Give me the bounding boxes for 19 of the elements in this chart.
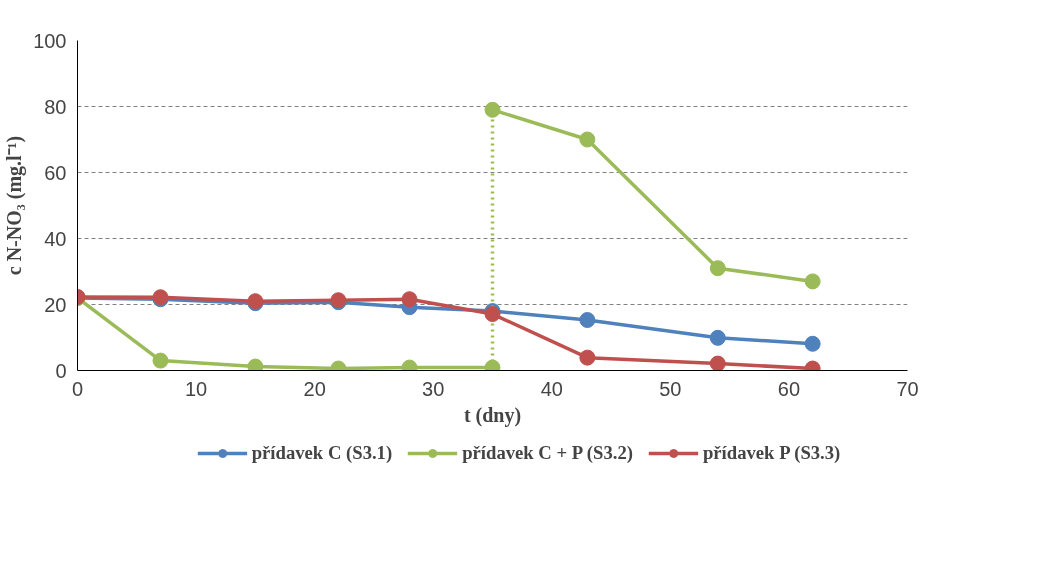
legend-label: přídavek P (S3.3): [702, 442, 841, 464]
x-tick-label: 40: [540, 377, 563, 400]
y-tick-label: 40: [44, 227, 67, 250]
x-tick-label: 70: [896, 377, 919, 400]
x-tick-label: 30: [422, 377, 445, 400]
x-axis-title: t (dny): [463, 403, 522, 427]
x-tick-label: 0: [71, 377, 84, 400]
legend-label: přídavek C + P (S3.2): [462, 442, 633, 464]
y-tick-label: 20: [44, 293, 67, 316]
y-tick-label: 0: [55, 359, 67, 382]
legend-label: přídavek C (S3.1): [251, 442, 393, 464]
x-tick-label: 60: [777, 377, 801, 400]
x-tick-label: 50: [659, 377, 682, 400]
y-tick-label: 80: [44, 95, 67, 118]
y-axis-title: c N-NO₃ (mg.l⁻¹): [3, 135, 27, 276]
x-tick-label: 20: [303, 377, 326, 400]
y-tick-label: 60: [44, 161, 67, 184]
y-tick-label: 100: [33, 29, 67, 52]
x-tick-label: 10: [184, 377, 208, 400]
